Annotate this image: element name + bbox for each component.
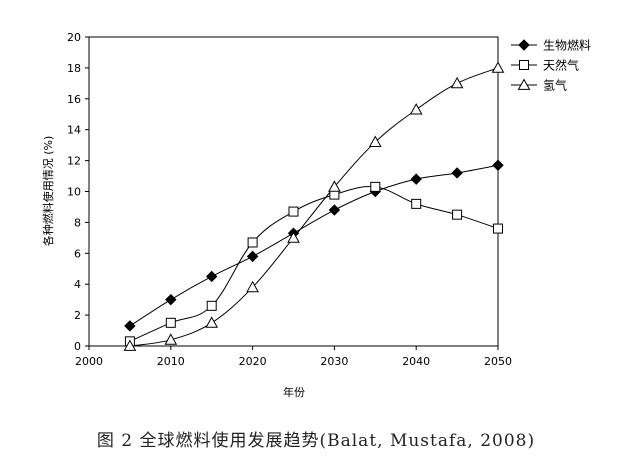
y-tick-label: 14 (67, 124, 81, 137)
series-3-point (164, 333, 178, 345)
series-1-point (328, 204, 341, 216)
series-3-point (450, 76, 464, 89)
series-3-point (368, 135, 382, 147)
series-1-point (451, 167, 463, 179)
series-1-point (246, 250, 259, 263)
y-tick-label: 20 (67, 31, 81, 44)
y-tick-label: 4 (74, 278, 81, 291)
legend-label: 生物燃料 (543, 38, 591, 53)
legend-label: 氢气 (543, 78, 567, 93)
series-3-point (328, 180, 341, 192)
fuel-usage-chart: 0 2 4 6 8 10 12 14 16 18 20 2000 2010 2020 2030 2040 205… (41, 31, 591, 399)
axes: 0 2 4 6 8 10 12 14 16 18 20 2000 2010 2020 2030 2040 205… (67, 31, 512, 368)
series-2-point (370, 181, 381, 192)
y-axis-title: 各种燃料使用情况 (%) (41, 136, 55, 247)
series-2-point (288, 206, 299, 217)
series-3-point (491, 61, 505, 73)
x-tick-label: 2030 (320, 355, 348, 368)
x-axis-title: 年份 (283, 385, 305, 399)
series-1-point (492, 159, 504, 171)
series-3-point (287, 231, 300, 243)
series-3-point (205, 316, 219, 328)
y-tick-label: 8 (74, 216, 81, 229)
legend-marker (517, 78, 531, 90)
series-line-1 (129, 164, 499, 327)
y-tick-label: 10 (67, 186, 81, 199)
series-line-3 (129, 67, 499, 347)
series-2-point (247, 237, 258, 248)
series-lines (129, 67, 499, 347)
x-tick-label: 2010 (157, 355, 185, 368)
y-tick-label: 16 (67, 93, 81, 106)
x-tick-label: 2040 (402, 355, 430, 368)
series-2-point (411, 198, 422, 209)
y-tick-label: 18 (67, 62, 81, 75)
series-2-point (165, 317, 176, 328)
x-tick-label: 2000 (75, 355, 103, 368)
y-tick-label: 6 (74, 247, 81, 260)
series-1-point (205, 270, 218, 283)
series-1-point (165, 293, 177, 306)
series-2-point (493, 223, 503, 234)
legend-marker (519, 60, 529, 70)
legend-marker (518, 39, 530, 51)
series-line-2 (129, 186, 499, 342)
series-1-point (124, 320, 136, 332)
series-1-point (410, 173, 422, 185)
legend-label: 天然气 (543, 58, 579, 73)
series-3-point (409, 103, 423, 115)
series-2-point (452, 209, 463, 220)
series-markers (123, 61, 505, 351)
series-3-point (246, 280, 259, 293)
series-2-point (206, 300, 217, 311)
y-tick-label: 0 (74, 340, 81, 353)
y-tick-label: 2 (74, 309, 81, 322)
x-tick-label: 2020 (239, 355, 267, 368)
figure-caption: 图 2 全球燃料使用发展趋势(Balat, Mustafa, 2008) (96, 431, 536, 451)
plot-frame (88, 36, 499, 347)
x-tick-label: 2050 (484, 355, 512, 368)
series-3-point (123, 339, 137, 351)
y-tick-label: 12 (67, 155, 81, 168)
